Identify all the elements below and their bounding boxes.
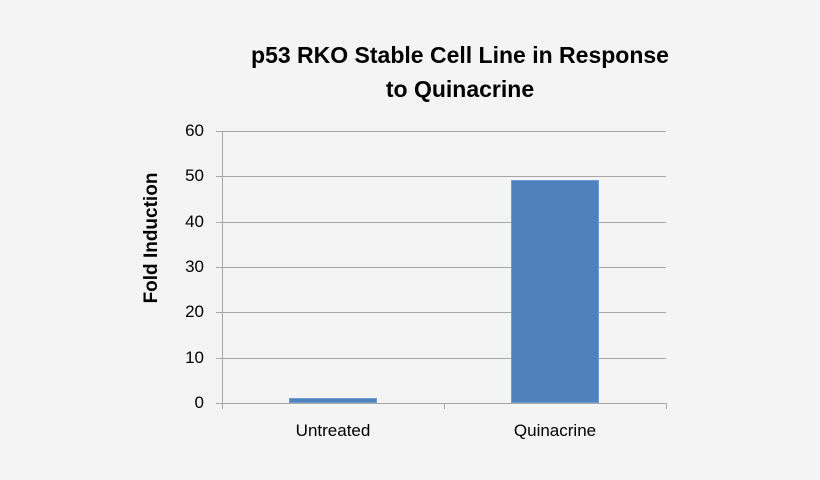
gridline bbox=[222, 221, 666, 223]
plot-area: 0 10 20 30 40 50 60 Untreated Quinacrine bbox=[185, 121, 667, 440]
y-tick-label: 60 bbox=[185, 121, 204, 140]
y-tick-mark bbox=[216, 312, 222, 314]
y-tick-label: 20 bbox=[185, 302, 204, 322]
y-tick-mark bbox=[216, 357, 222, 359]
y-tick-label: 0 bbox=[194, 393, 204, 412]
chart-title-line-1: p53 RKO Stable Cell Line in Response bbox=[251, 42, 669, 68]
gridline bbox=[222, 176, 666, 178]
y-tick-mark bbox=[216, 176, 222, 178]
x-tick-label: Quinacrine bbox=[513, 421, 597, 440]
y-tick-label: 10 bbox=[185, 347, 204, 367]
chart-title-line-2: to Quinacrine bbox=[385, 76, 535, 102]
y-axis-label: Fold Induction bbox=[141, 172, 162, 304]
y-axis-line bbox=[222, 131, 223, 409]
y-tick-label: 40 bbox=[185, 211, 204, 231]
gridline bbox=[222, 312, 666, 314]
y-tick-mark bbox=[216, 131, 222, 132]
x-tick-label: Untreated bbox=[295, 421, 371, 440]
y-tick-label: 30 bbox=[185, 257, 204, 276]
y-tick-mark bbox=[216, 267, 222, 268]
x-tick-mark bbox=[444, 403, 445, 409]
x-tick-mark bbox=[222, 403, 223, 409]
y-tick-mark bbox=[216, 403, 222, 404]
x-tick-mark bbox=[666, 403, 667, 409]
gridline bbox=[222, 131, 666, 132]
gridline bbox=[222, 267, 666, 268]
y-tick-mark bbox=[216, 221, 222, 223]
chart-title: p53 RKO Stable Cell Line in Response to … bbox=[200, 38, 720, 106]
y-tick-label: 50 bbox=[185, 166, 204, 186]
gridline bbox=[222, 357, 666, 359]
bar-quinacrine bbox=[511, 179, 599, 403]
bar-untreated bbox=[289, 398, 377, 403]
